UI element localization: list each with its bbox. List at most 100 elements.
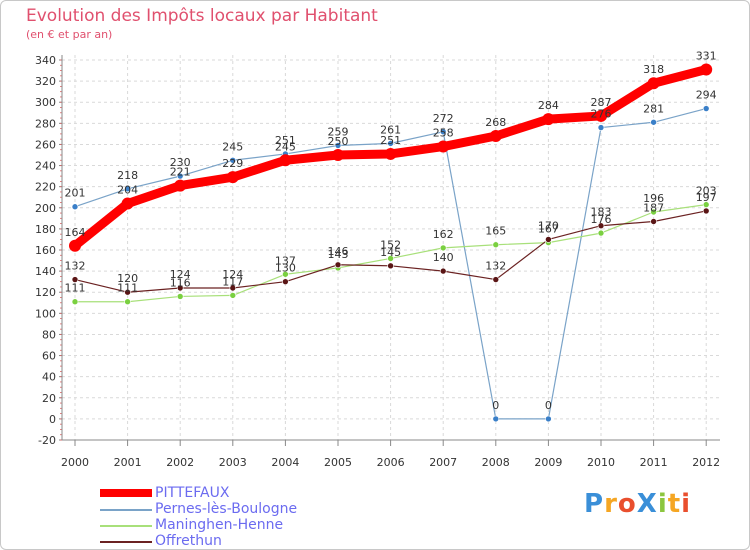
data-label: 197 bbox=[696, 191, 717, 204]
chart-subtitle: (en € et par an) bbox=[26, 28, 113, 41]
data-point bbox=[387, 262, 394, 270]
x-tick-label: 2004 bbox=[271, 456, 299, 469]
legend-item-pernes: Pernes-lès-Boulogne bbox=[100, 501, 360, 518]
data-point bbox=[650, 118, 657, 126]
data-label: 294 bbox=[696, 89, 717, 102]
data-point bbox=[71, 203, 79, 211]
data-point bbox=[650, 218, 657, 225]
legend-label-maninghen: Maninghen-Henne bbox=[155, 517, 284, 533]
data-label: 176 bbox=[591, 213, 612, 226]
data-point bbox=[492, 276, 500, 283]
logo-letter: i bbox=[657, 489, 668, 519]
data-label: 318 bbox=[643, 63, 664, 76]
data-label: 196 bbox=[643, 192, 664, 205]
data-point bbox=[545, 236, 552, 243]
data-label: 111 bbox=[65, 282, 86, 295]
data-label: 137 bbox=[275, 254, 296, 267]
y-tick-label: 20 bbox=[42, 392, 56, 405]
y-tick-label: 220 bbox=[35, 181, 56, 194]
x-tick-label: 2005 bbox=[324, 456, 352, 469]
proxiti-logo: ProXiti bbox=[584, 489, 691, 519]
data-point bbox=[174, 179, 187, 192]
y-tick-label: 340 bbox=[35, 54, 56, 67]
logo-letter: X bbox=[636, 489, 658, 519]
y-tick-label: 0 bbox=[49, 413, 56, 426]
data-label: 251 bbox=[275, 134, 296, 147]
data-label: 124 bbox=[222, 268, 243, 281]
y-tick-label: 60 bbox=[42, 350, 56, 363]
logo-letter: t bbox=[667, 489, 682, 519]
data-label: 132 bbox=[485, 260, 506, 273]
data-label: 0 bbox=[545, 399, 552, 412]
data-point bbox=[124, 288, 131, 296]
data-point bbox=[332, 149, 344, 161]
data-point bbox=[69, 239, 81, 252]
data-point bbox=[124, 298, 131, 306]
data-label: 183 bbox=[591, 206, 612, 219]
data-point bbox=[279, 154, 292, 167]
legend-swatch-offrethun bbox=[100, 541, 152, 543]
data-label: 140 bbox=[433, 251, 454, 264]
data-point bbox=[229, 292, 237, 299]
data-label: 230 bbox=[170, 156, 191, 169]
data-label: 221 bbox=[170, 166, 191, 179]
data-point bbox=[124, 185, 131, 193]
data-label: 276 bbox=[591, 108, 612, 121]
chart-title: Evolution des Impôts locaux par Habitant bbox=[26, 6, 378, 26]
y-tick-label: 180 bbox=[35, 223, 56, 236]
data-point bbox=[702, 105, 710, 112]
data-point bbox=[597, 229, 605, 237]
y-tick-label: 40 bbox=[42, 371, 56, 384]
x-tick-label: 2011 bbox=[640, 456, 668, 469]
data-point bbox=[595, 109, 607, 122]
x-tick-label: 2010 bbox=[587, 456, 615, 469]
x-tick-label: 2006 bbox=[377, 456, 405, 469]
data-label: 203 bbox=[696, 185, 717, 198]
data-label: 284 bbox=[538, 99, 559, 112]
x-tick-label: 2001 bbox=[114, 456, 142, 469]
data-point bbox=[71, 298, 79, 306]
data-point bbox=[439, 244, 447, 252]
data-point bbox=[121, 197, 134, 210]
data-label: 331 bbox=[696, 50, 717, 63]
data-label: 250 bbox=[328, 135, 349, 148]
data-label: 164 bbox=[65, 226, 86, 239]
x-tick-label: 2008 bbox=[482, 456, 510, 469]
data-point bbox=[229, 156, 237, 164]
x-tick-label: 2012 bbox=[692, 456, 720, 469]
data-label: 124 bbox=[170, 268, 191, 281]
data-label: 229 bbox=[222, 157, 243, 170]
data-label: 245 bbox=[275, 140, 296, 153]
x-tick-label: 2009 bbox=[534, 456, 562, 469]
data-label: 268 bbox=[485, 116, 506, 129]
x-tick-label: 2000 bbox=[61, 456, 89, 469]
data-point bbox=[542, 113, 555, 126]
data-label: 259 bbox=[328, 126, 349, 139]
data-label: 281 bbox=[643, 102, 664, 115]
logo-letter: r bbox=[604, 489, 618, 519]
x-tick-label: 2003 bbox=[219, 456, 247, 469]
x-tick-label: 2002 bbox=[166, 456, 194, 469]
logo-letter: o bbox=[617, 489, 637, 519]
data-point bbox=[647, 77, 660, 90]
y-tick-label: 160 bbox=[35, 244, 56, 257]
data-label: 162 bbox=[433, 228, 454, 241]
logo-letter: i bbox=[681, 489, 692, 519]
data-label: 146 bbox=[328, 245, 349, 258]
y-tick-label: 140 bbox=[35, 265, 56, 278]
legend-label-pittefaux: PITTEFAUX bbox=[155, 485, 230, 501]
data-label: 261 bbox=[380, 123, 401, 136]
data-point bbox=[384, 147, 397, 160]
y-tick-label: 260 bbox=[35, 138, 56, 151]
data-point bbox=[597, 124, 605, 131]
legend-item-maninghen: Maninghen-Henne bbox=[100, 517, 360, 534]
data-label: 204 bbox=[117, 184, 138, 197]
y-tick-label: 280 bbox=[35, 117, 56, 130]
data-label: 143 bbox=[328, 248, 349, 261]
data-label: 272 bbox=[433, 112, 454, 125]
data-point bbox=[702, 201, 710, 208]
data-point bbox=[71, 276, 79, 283]
logo-letter: P bbox=[584, 489, 605, 519]
y-tick-label: 320 bbox=[35, 75, 56, 88]
